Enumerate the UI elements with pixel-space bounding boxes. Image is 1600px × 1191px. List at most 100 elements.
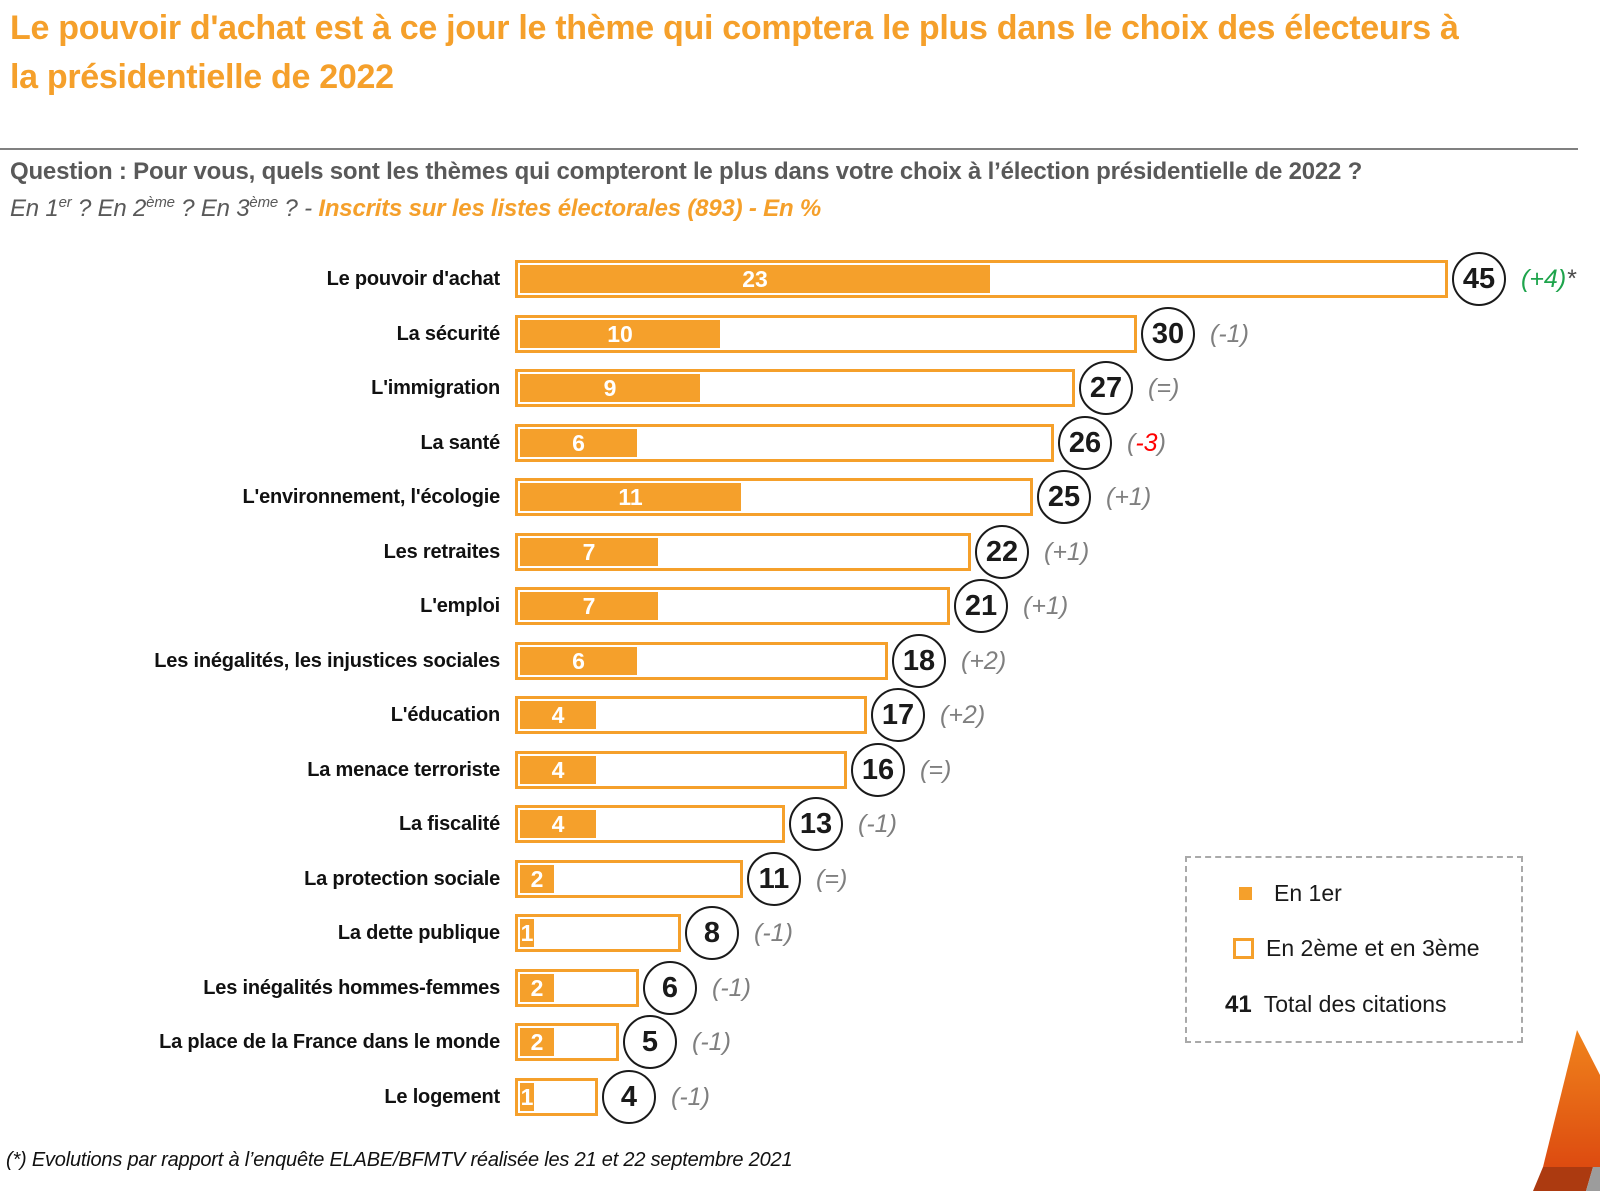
en-1er-bar: 6: [518, 427, 639, 459]
solid-square-icon: [1239, 887, 1252, 901]
category-label: La sécurité: [396, 323, 501, 345]
en-1er-value: 4: [551, 702, 565, 728]
en-1er-value: 4: [551, 757, 565, 783]
chart-row: Le pouvoir d'achat 23 45 (+4)*: [0, 252, 1600, 306]
total-bar: 6: [515, 424, 1054, 462]
total-bar: 1: [515, 914, 681, 952]
en-1er-bar: 9: [518, 372, 702, 404]
category-label: Le pouvoir d'achat: [326, 268, 501, 290]
category-label: La dette publique: [337, 922, 500, 944]
legend-label: Total des citations: [1263, 991, 1447, 1018]
total-bar: 4: [515, 751, 847, 789]
en-1er-value: 2: [530, 866, 544, 892]
evolution-label: (+1): [1106, 483, 1152, 511]
en-1er-value: 2: [530, 975, 544, 1001]
total-bar: 4: [515, 805, 785, 843]
total-bar: 7: [515, 587, 950, 625]
chart-row: La santé 6 26 (-3): [0, 416, 1600, 470]
evolution-label: (=): [920, 756, 952, 784]
question-rank-text: En 1er ? En 2ème ? En 3ème ? -: [10, 194, 319, 222]
evolution-label: (-1): [1210, 320, 1249, 348]
chart-row: L'emploi 7 21 (+1): [0, 579, 1600, 633]
total-circle: 4: [602, 1070, 656, 1124]
category-label: Les retraites: [383, 541, 501, 563]
chart-row: L'environnement, l'écologie 11 25 (+1): [0, 470, 1600, 524]
en-1er-value: 7: [582, 539, 596, 565]
total-circle: 22: [975, 525, 1029, 579]
evolution-label: (=): [816, 865, 848, 893]
category-label: L'environnement, l'écologie: [242, 486, 501, 508]
en-1er-value: 9: [603, 375, 617, 401]
en-1er-bar: 1: [518, 917, 536, 949]
total-circle: 27: [1079, 361, 1133, 415]
en-1er-value: 23: [742, 266, 768, 292]
total-circle: 17: [871, 688, 925, 742]
question-subtext: En 1er ? En 2ème ? En 3ème ? - Inscrits …: [10, 195, 1580, 223]
total-bar: 2: [515, 969, 639, 1007]
evolution-label: (+2): [940, 701, 986, 729]
total-bar: 2: [515, 1023, 619, 1061]
total-bar: 7: [515, 533, 971, 571]
legend-total-value: 41: [1225, 990, 1252, 1018]
en-1er-value: 6: [572, 430, 585, 456]
en-1er-value: 4: [551, 811, 565, 837]
en-1er-bar: 2: [518, 972, 556, 1004]
chart-row: Les inégalités hommes-femmes 2 6 (-1): [0, 961, 1600, 1015]
separator-rule: [0, 148, 1578, 150]
category-label: L'emploi: [420, 595, 500, 617]
en-1er-bar: 10: [518, 318, 722, 350]
category-label: La santé: [420, 432, 500, 454]
total-circle: 18: [892, 634, 946, 688]
evolution-label: (=): [1148, 374, 1180, 402]
total-circle: 21: [954, 579, 1008, 633]
corner-slash-decoration: [1533, 1030, 1600, 1191]
footnote: (*) Evolutions par rapport à l’enquête E…: [6, 1149, 793, 1171]
en-1er-value: 1: [520, 920, 534, 946]
total-circle: 5: [623, 1015, 677, 1069]
en-1er-value: 1: [520, 1084, 534, 1110]
en-1er-bar: 1: [518, 1081, 536, 1113]
total-circle: 26: [1058, 416, 1112, 470]
chart-row: Les inégalités, les injustices sociales 6…: [0, 634, 1600, 688]
total-circle: 30: [1141, 307, 1195, 361]
chart-row: La menace terroriste 4 16 (=): [0, 743, 1600, 797]
en-1er-bar: 2: [518, 1026, 556, 1058]
sample-info: Inscrits sur les listes électorales (893…: [318, 195, 822, 222]
en-1er-value: 7: [582, 593, 596, 619]
outline-square-icon: [1233, 938, 1254, 960]
legend-item-en-2eme-3eme: En 2ème et en 3ème: [1187, 935, 1521, 962]
total-circle: 13: [789, 797, 843, 851]
category-label: La menace terroriste: [307, 759, 500, 781]
total-circle: 8: [685, 906, 739, 960]
category-label: La protection sociale: [304, 868, 500, 890]
total-bar: 6: [515, 642, 888, 680]
total-circle: 45: [1452, 252, 1506, 306]
evolution-label: (+2): [961, 647, 1007, 675]
total-bar: 9: [515, 369, 1075, 407]
total-bar: 23: [515, 260, 1448, 298]
en-1er-value: 10: [607, 321, 633, 347]
evolution-label: (-3): [1127, 429, 1166, 457]
question-text: Question : Pour vous, quels sont les thè…: [10, 158, 1363, 185]
category-label: Les inégalités hommes-femmes: [203, 977, 500, 999]
chart-row: La sécurité 10 30 (-1): [0, 307, 1600, 361]
total-circle: 25: [1037, 470, 1091, 524]
chart-row: L'immigration 9 27 (=): [0, 361, 1600, 415]
evolution-label: (+1): [1023, 592, 1069, 620]
evolution-label: (-1): [712, 974, 751, 1002]
en-1er-bar: 7: [518, 590, 660, 622]
category-label: La fiscalité: [399, 813, 500, 835]
total-bar: 2: [515, 860, 743, 898]
category-label: L'éducation: [390, 704, 500, 726]
en-1er-value: 11: [618, 484, 643, 510]
category-label: La place de la France dans le monde: [159, 1031, 500, 1053]
legend-label: En 2ème et en 3ème: [1266, 935, 1480, 962]
legend-box: En 1er En 2ème et en 3ème 41 Total des c…: [1185, 856, 1523, 1043]
evolution-label: (-1): [671, 1083, 710, 1111]
category-label: L'immigration: [371, 377, 500, 399]
legend-label: En 1er: [1274, 880, 1342, 907]
chart-row: La dette publique 1 8 (-1): [0, 906, 1600, 960]
total-circle: 6: [643, 961, 697, 1015]
evolution-label: (+1): [1044, 538, 1090, 566]
